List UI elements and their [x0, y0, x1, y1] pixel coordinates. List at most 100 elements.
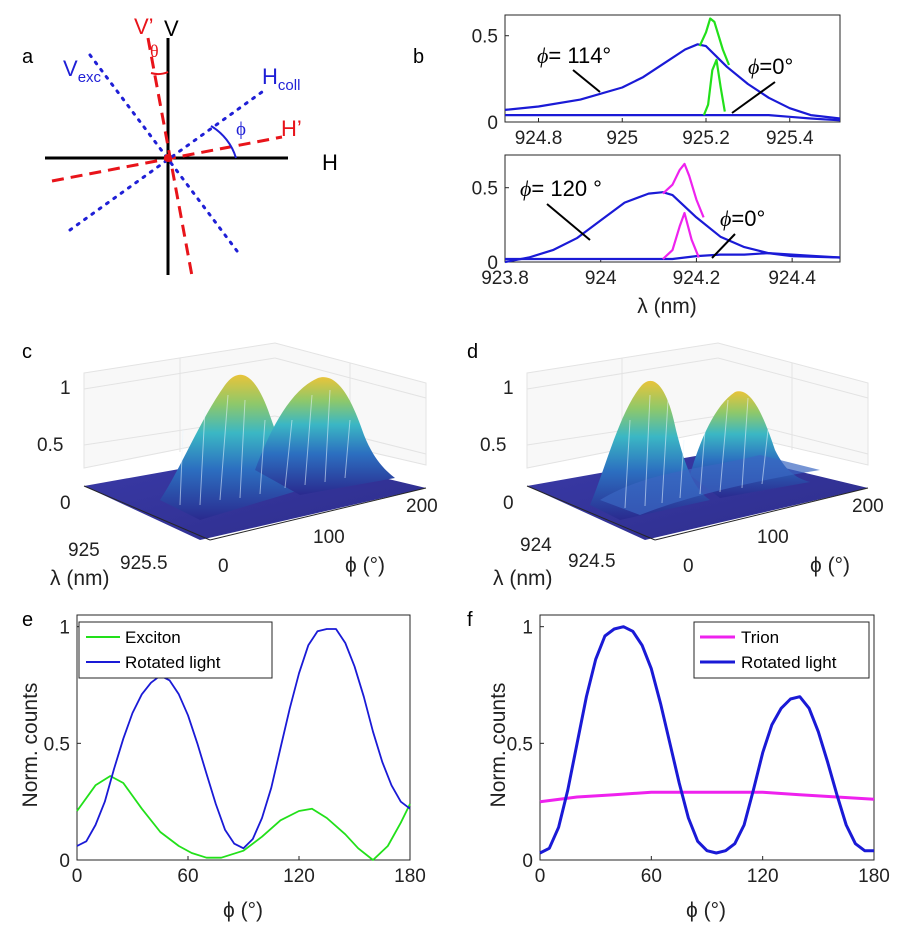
y-tick-label: 0: [59, 851, 70, 872]
y-tick-label: 0.5: [507, 734, 533, 755]
d-ztick-1: 1: [503, 378, 514, 399]
v-exc-label: Vexc: [63, 56, 102, 86]
series-line-phi-0-blue: [505, 114, 841, 122]
series-line-exciton: [76, 775, 411, 861]
d-phi-axis: [654, 487, 869, 541]
d-phi-tick-100: 100: [757, 527, 789, 548]
x-tick-label: 180: [394, 866, 426, 887]
f-legend-box: [693, 621, 870, 679]
y-tick-label: 0: [522, 851, 533, 872]
panel-label-d: d: [467, 341, 478, 363]
surface-c-peak-2: [255, 377, 395, 495]
panel-label-b: b: [413, 46, 424, 68]
series-line-phi-114-green-peak: [698, 17, 731, 66]
panel-label-f: f: [467, 609, 473, 631]
x-tick-label: 924: [585, 268, 617, 289]
x-tick-label: 60: [641, 866, 662, 887]
h-label: H: [322, 150, 338, 175]
x-tick-label: 0: [72, 866, 83, 887]
surface-c-peak-1: [160, 374, 300, 520]
annotation-phi-120: ϕ= 120 °: [520, 176, 602, 201]
y-tick-label: 0.5: [44, 734, 70, 755]
d-xlabel: ϕ (°): [810, 554, 850, 577]
plot-frame: [504, 154, 841, 263]
e-legend-rotated: Rotated light: [125, 653, 221, 672]
x-tick-label: 120: [283, 866, 315, 887]
annotation-phi-120-pointer: [546, 203, 591, 241]
y-tick-label: 1: [59, 618, 70, 639]
x-tick-label: 925.4: [766, 128, 814, 149]
series-line-phi-0-blue: [505, 252, 841, 261]
x-tick-label: 924.2: [673, 268, 721, 289]
c-ztick-1: 1: [60, 378, 71, 399]
surface-d-backplanes: [526, 342, 869, 469]
f-ylabel: Norm. counts: [487, 683, 510, 808]
series-line-phi-0-green-peak: [702, 58, 726, 116]
x-tick-label: 0: [535, 866, 546, 887]
chart-e: 0 60 120 180 0 0.5 1 Norm. counts ϕ (°) Excito…: [19, 614, 426, 922]
surface-d-shoulder: [600, 455, 820, 515]
e-legend: Exciton Rotated light: [78, 621, 273, 679]
y-tick-label: 0: [487, 253, 498, 274]
chart-b-bottom: 923.8 924 924.2 924.4 0 0.5 ϕ= 120 ° ϕ=0° λ (…: [472, 154, 841, 318]
series-group: [504, 17, 841, 122]
y-tick-label: 0: [487, 113, 498, 134]
c-ztick-0: 0: [60, 493, 71, 514]
x-tick-label: 924.4: [768, 268, 816, 289]
annotation-phi-0-bottom-pointer: [711, 233, 736, 259]
v-exc-line: [88, 53, 242, 257]
origin-dot: [164, 154, 172, 162]
x-tick-label: 923.8: [481, 268, 529, 289]
c-phi-tick-100: 100: [313, 527, 345, 548]
series-line-phi-114-blue: [504, 43, 841, 120]
polarization-diagram: V H V’ H’ Vexc Hcoll θ ϕ: [45, 14, 338, 277]
surface-plot-d: 1 0.5 0 924 924.5 0 100 200 λ (nm) ϕ (°): [480, 342, 884, 590]
c-lambda-axis: [83, 485, 211, 541]
plot-frame: [504, 14, 841, 123]
v-label: V: [164, 16, 179, 41]
b-xlabel: λ (nm): [637, 295, 697, 318]
d-ztick-0: 0: [503, 493, 514, 514]
axes-b--bottom-: 923.8 924 924.2 924.4 0 0.5: [472, 154, 841, 289]
annotation-phi-114: ϕ= 114°: [537, 43, 611, 68]
theta-arc: [150, 71, 169, 76]
x-tick-label: 924.8: [515, 128, 563, 149]
chart-b-top: 924.8 925 925.2 925.4 0 0.5 ϕ= 114° ϕ=0°: [472, 14, 841, 149]
e-legend-exciton: Exciton: [125, 628, 181, 647]
theta-label: θ: [150, 41, 159, 61]
f-legend-trion: Trion: [741, 628, 779, 647]
d-ylabel: λ (nm): [493, 567, 553, 590]
h-coll-label: Hcoll: [262, 64, 300, 94]
d-lambda-axis: [526, 485, 656, 541]
d-phi-tick-200: 200: [852, 496, 884, 517]
c-ylabel: λ (nm): [50, 567, 110, 590]
f-legend-rotated: Rotated light: [741, 653, 837, 672]
e-xlabel: ϕ (°): [223, 899, 263, 922]
annotation-phi-0-top-pointer: [731, 81, 776, 114]
f-xlabel: ϕ (°): [686, 899, 726, 922]
panel-label-c: c: [22, 341, 32, 363]
surface-plot-c: 1 0.5 0 925 925.5 0 100 200 λ (nm) ϕ (°): [37, 342, 438, 590]
x-tick-label: 60: [177, 866, 198, 887]
v-prime-label: V’: [134, 14, 154, 39]
e-legend-box: [78, 621, 273, 679]
series-group: [76, 628, 411, 861]
d-lambda-tick-924.5: 924.5: [568, 551, 616, 572]
c-lambda-tick-925.5: 925.5: [120, 553, 168, 574]
c-xlabel: ϕ (°): [345, 554, 385, 577]
annotation-phi-0-top: ϕ=0°: [748, 54, 793, 79]
c-phi-tick-0: 0: [218, 556, 229, 577]
x-tick-label: 925.2: [682, 128, 730, 149]
y-tick-label: 1: [522, 618, 533, 639]
surface-d-mesh: [624, 394, 769, 509]
c-ztick-0.5: 0.5: [37, 435, 63, 456]
series-line-rotated-light: [76, 628, 411, 850]
h-prime-label: H’: [281, 116, 302, 141]
x-tick-label: 925: [606, 128, 638, 149]
panel-label-a: a: [22, 46, 34, 68]
y-tick-label: 0.5: [472, 27, 498, 48]
series-line-trion: [539, 790, 875, 804]
c-lambda-tick-925: 925: [68, 540, 100, 561]
y-tick-label: 0.5: [472, 179, 498, 200]
